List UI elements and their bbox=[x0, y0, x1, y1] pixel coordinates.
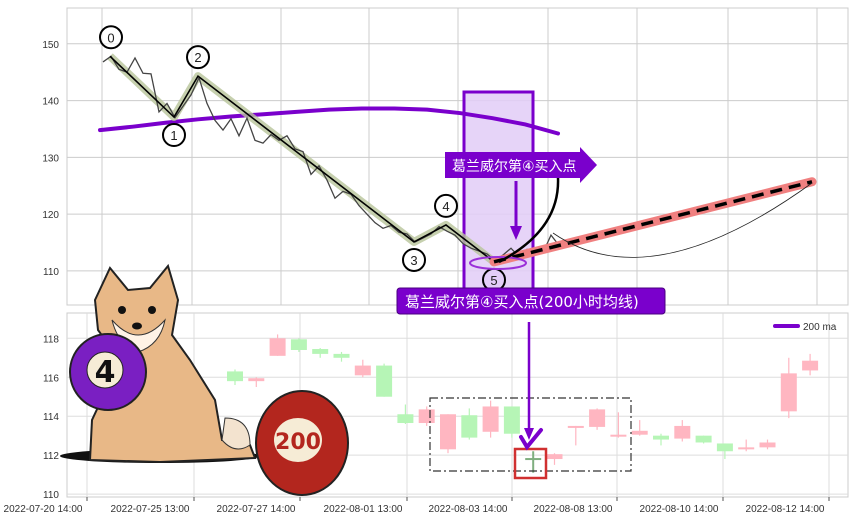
candle-body bbox=[248, 378, 265, 382]
ball-200-label: 200 bbox=[275, 430, 321, 455]
candle-body bbox=[418, 409, 435, 424]
candle-body bbox=[780, 373, 797, 412]
candle-body bbox=[631, 430, 648, 435]
bottom-y-tick-label: 110 bbox=[43, 490, 59, 501]
zigzag-point-label: 0 bbox=[107, 30, 114, 45]
projection-dashed-line bbox=[493, 180, 813, 264]
projection-curve bbox=[552, 182, 813, 258]
candle-body bbox=[674, 425, 691, 439]
top-y-tick-label: 140 bbox=[42, 97, 59, 108]
top-y-tick-label: 150 bbox=[42, 40, 59, 51]
candle-body bbox=[290, 339, 307, 350]
x-tick-label: 2022-08-01 13:00 bbox=[324, 504, 403, 515]
consolidation-box bbox=[429, 397, 632, 472]
legend-label: 200 ma bbox=[803, 322, 837, 333]
zigzag-point-label: 5 bbox=[490, 273, 497, 288]
zigzag-point-label: 2 bbox=[194, 50, 201, 65]
candle-body bbox=[376, 365, 393, 397]
bottom-y-tick-label: 116 bbox=[43, 373, 59, 384]
down-arrow-head bbox=[510, 226, 522, 240]
candle-body bbox=[525, 458, 542, 461]
candle-body bbox=[738, 447, 755, 450]
signal-arrow-head bbox=[524, 428, 534, 440]
signal-candle-box bbox=[513, 447, 548, 480]
zigzag-point-marker bbox=[434, 193, 458, 218]
top-series: 0 1 2 3 4 5 bbox=[98, 25, 817, 292]
x-tick-label: 2022-08-08 13:00 bbox=[534, 504, 613, 515]
zigzag-point-label: 1 bbox=[170, 128, 177, 143]
zigzag-point-label: 4 bbox=[442, 199, 449, 214]
zigzag-point-marker bbox=[186, 45, 210, 70]
candle-body bbox=[333, 353, 350, 358]
bottom-y-tick-label: 112 bbox=[43, 451, 59, 462]
candle-body bbox=[440, 414, 456, 450]
candle-body bbox=[695, 435, 712, 443]
candles bbox=[227, 334, 819, 473]
bottom-y-ticks: 110 112 114 116 118 bbox=[43, 334, 59, 501]
arrow-label: 葛兰威尔第④买入点 bbox=[445, 147, 597, 183]
ball-4-label: 4 bbox=[95, 355, 116, 390]
x-tick-label: 2022-07-25 13:00 bbox=[111, 504, 190, 515]
candle-body bbox=[482, 406, 499, 432]
top-y-tick-label: 110 bbox=[43, 267, 59, 278]
bottom-x-ticks: 2022-07-20 14:00 2022-07-25 13:00 2022-07-… bbox=[4, 504, 825, 515]
buy-point-ellipse bbox=[469, 256, 527, 270]
bottom-label: 葛兰威尔第④买入点(200小时均线) bbox=[396, 287, 666, 315]
candle-body bbox=[653, 435, 669, 440]
candle-body bbox=[567, 425, 584, 428]
x-tick-label: 2022-08-10 14:00 bbox=[640, 504, 719, 515]
purple-ball-4: 4 bbox=[69, 333, 147, 411]
candle-body bbox=[312, 349, 329, 354]
candle-body bbox=[397, 414, 414, 424]
zigzag-line bbox=[109, 55, 495, 263]
candle-body bbox=[461, 415, 478, 438]
zigzag-point-label: 3 bbox=[410, 253, 417, 268]
red-ball-200: 200 bbox=[255, 390, 349, 496]
candle-body bbox=[269, 338, 286, 356]
bottom-y-tick-label: 114 bbox=[43, 412, 59, 423]
ma200-line bbox=[98, 106, 560, 136]
top-y-tick-label: 120 bbox=[42, 210, 59, 221]
zigzag-point-marker bbox=[162, 123, 186, 148]
zigzag-point-marker bbox=[402, 247, 426, 272]
candle-body bbox=[759, 442, 776, 448]
candle-body bbox=[227, 371, 243, 382]
curved-arrow-line bbox=[498, 177, 560, 264]
x-tick-label: 2022-08-03 14:00 bbox=[429, 504, 508, 515]
zigzag-point-marker bbox=[99, 25, 123, 50]
legend: 200 ma bbox=[773, 322, 837, 333]
bottom-y-tick-label: 118 bbox=[43, 334, 59, 345]
top-y-tick-label: 130 bbox=[42, 153, 59, 164]
bottom-label-text: 葛兰威尔第④买入点(200小时均线) bbox=[405, 293, 639, 311]
check-icon bbox=[519, 428, 543, 451]
candle-body bbox=[802, 360, 819, 371]
candle-body bbox=[610, 434, 627, 437]
x-tick-label: 2022-08-12 14:00 bbox=[746, 504, 825, 515]
candle-body bbox=[503, 406, 520, 434]
candle-body bbox=[716, 443, 733, 452]
x-tick-label: 2022-07-27 14:00 bbox=[217, 504, 296, 515]
candle-body bbox=[589, 409, 606, 427]
candle-body bbox=[354, 365, 371, 376]
top-y-ticks: 110 120 130 140 150 bbox=[42, 40, 59, 278]
candle-body bbox=[546, 454, 563, 460]
arrow-label-text: 葛兰威尔第④买入点 bbox=[452, 158, 577, 175]
x-tick-label: 2022-07-20 14:00 bbox=[4, 504, 83, 515]
